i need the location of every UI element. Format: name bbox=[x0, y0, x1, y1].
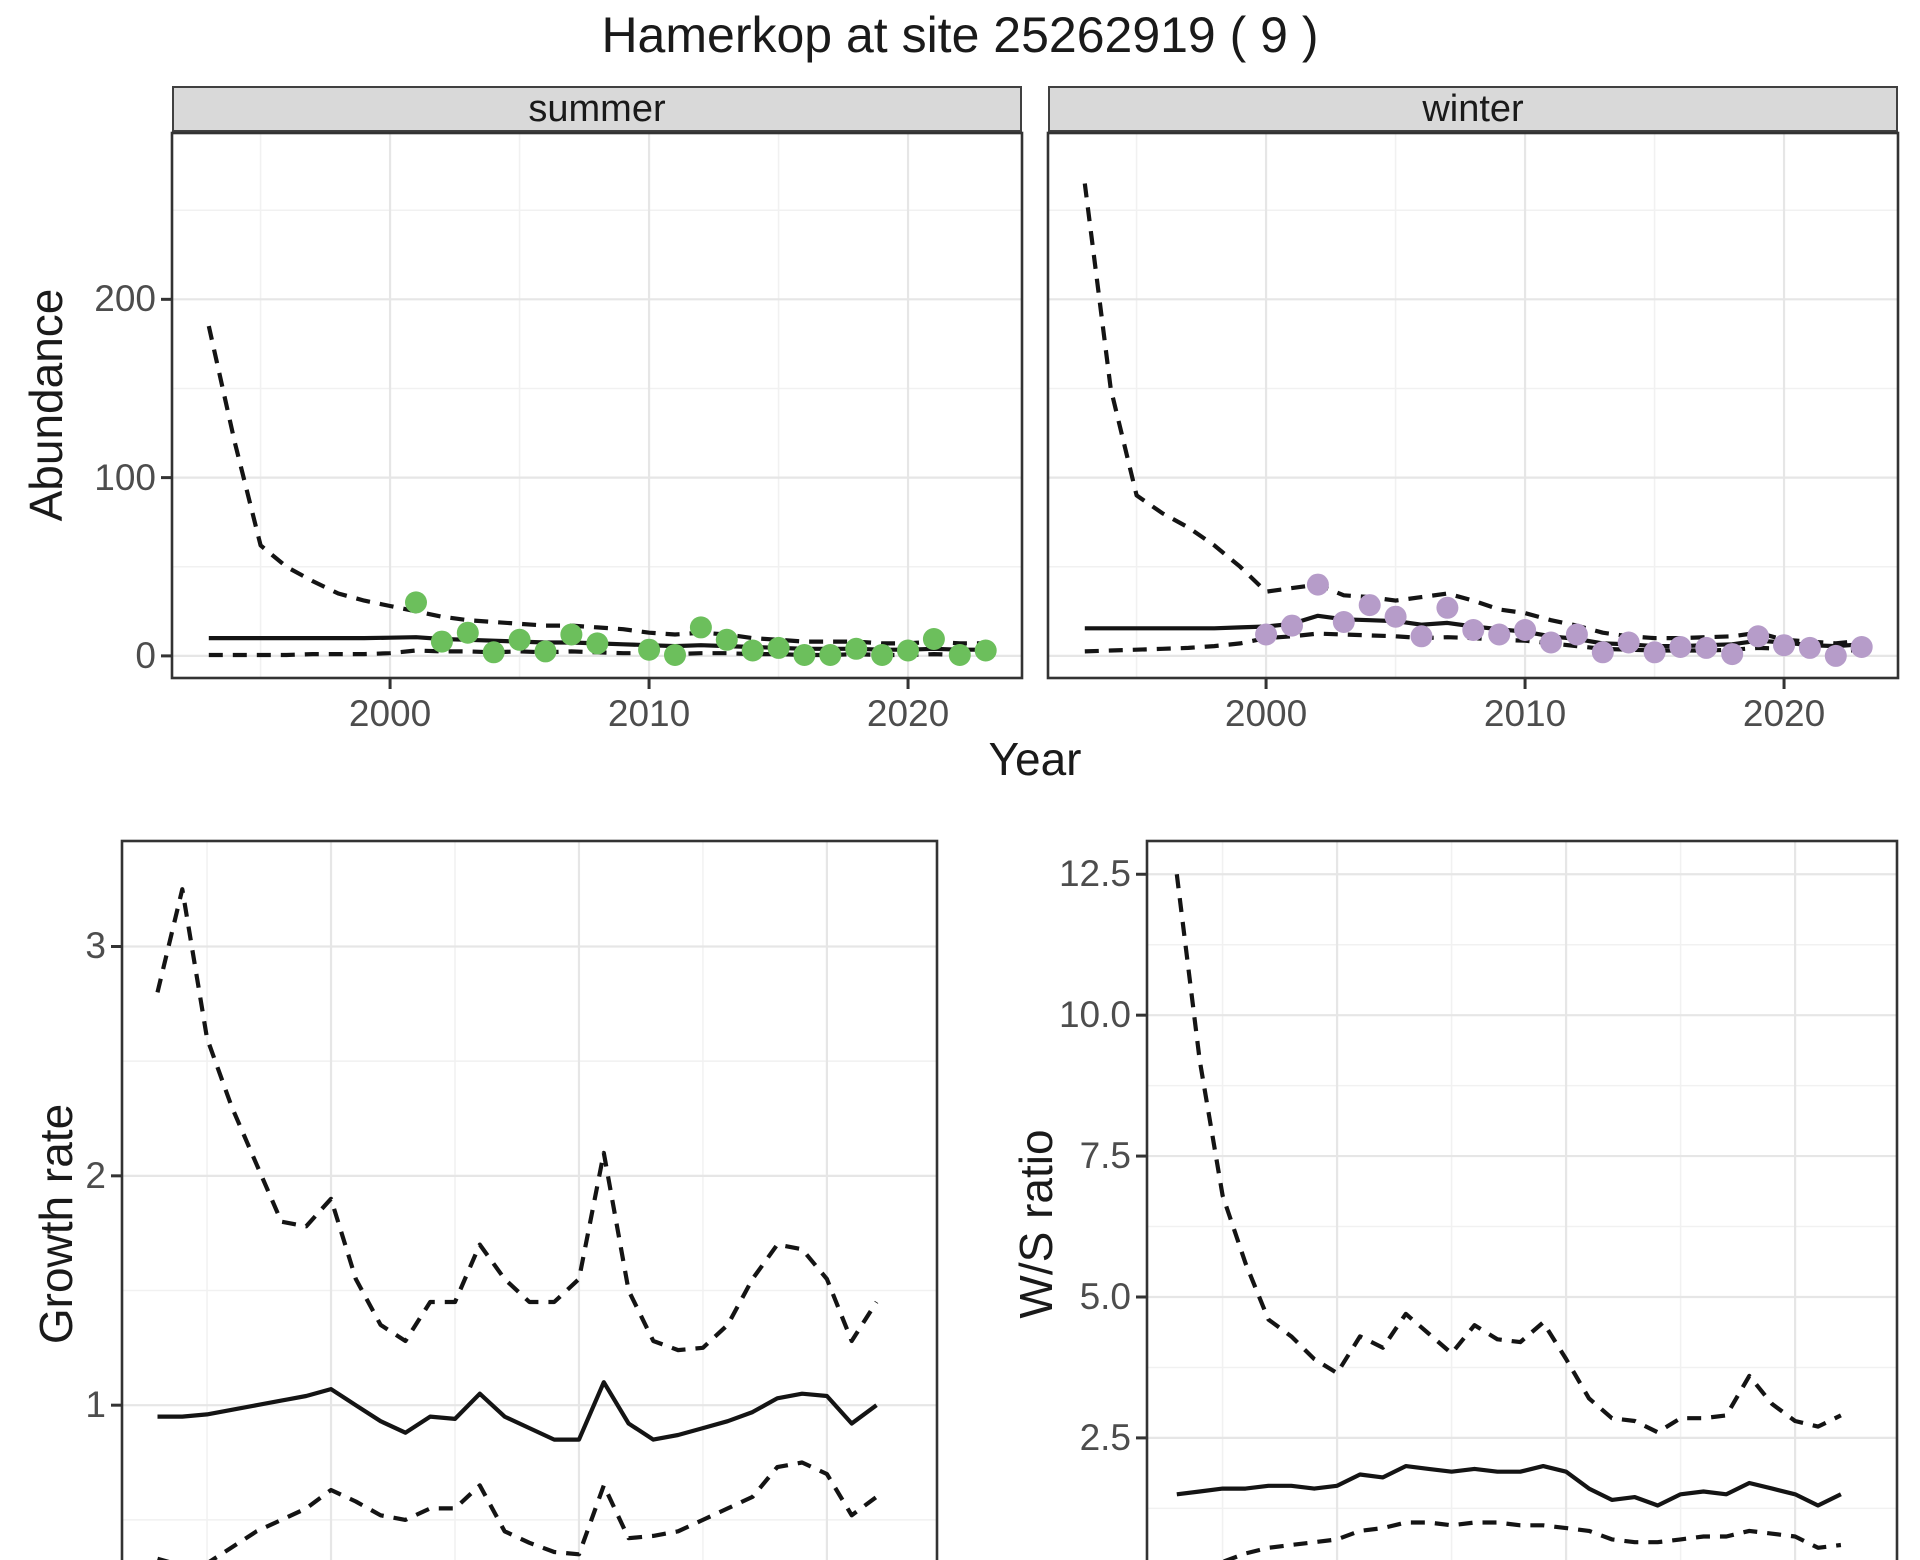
x-tick-label: 2010 bbox=[607, 693, 691, 734]
abundance_winter-observation-point bbox=[1255, 623, 1278, 646]
abundance_summer-observation-point bbox=[586, 632, 609, 655]
y-tick-label: 100 bbox=[94, 456, 156, 498]
abundance_summer-observation-point bbox=[689, 616, 712, 639]
facet-strip-winter-label: winter bbox=[1422, 87, 1524, 130]
growth_rate-lower_ci-line bbox=[157, 1460, 878, 1560]
y-axis-label-ws-ratio: W/S ratio bbox=[1010, 1129, 1062, 1319]
y-tick-label: 5.0 bbox=[1079, 1275, 1131, 1317]
y-tick-label: 2 bbox=[85, 1154, 106, 1196]
x-tick-label: 2000 bbox=[1224, 693, 1308, 734]
abundance_summer-observation-point bbox=[922, 628, 945, 650]
x-tick-label: 2010 bbox=[1483, 693, 1567, 734]
abundance_summer-upper_ci-line bbox=[206, 325, 986, 646]
ws_ratio-lower_ci-line bbox=[1220, 1520, 1842, 1560]
x-axis-label-top-row: Year bbox=[988, 733, 1082, 785]
abundance_summer-observation-point bbox=[664, 644, 686, 666]
panel-border bbox=[120, 839, 939, 1560]
facet-strip-summer-label: summer bbox=[528, 87, 666, 130]
abundance_winter-observation-point bbox=[1669, 636, 1692, 658]
y-tick-label: 200 bbox=[94, 278, 156, 320]
abundance_summer-observation-point bbox=[948, 644, 971, 666]
ws_ratio-upper_ci-line bbox=[1174, 874, 1842, 1435]
abundance_summer-observation-point bbox=[767, 636, 790, 659]
abundance_summer-observation-point bbox=[405, 591, 427, 614]
abundance_winter-observation-point bbox=[1824, 644, 1847, 667]
ws_ratio-median-line bbox=[1176, 1463, 1842, 1508]
abundance_winter-observation-point bbox=[1410, 625, 1433, 648]
abundance_winter-observation-point bbox=[1540, 631, 1562, 654]
abundance_summer-observation-point bbox=[793, 644, 816, 666]
facet-strip-winter: winter bbox=[1048, 86, 1898, 132]
abundance_summer-observation-point bbox=[534, 640, 557, 663]
y-tick-label: 7.5 bbox=[1079, 1135, 1131, 1177]
abundance_winter-observation-point bbox=[1747, 625, 1770, 648]
growth_rate-median-line bbox=[157, 1380, 878, 1442]
abundance_winter-observation-point bbox=[1591, 641, 1614, 664]
abundance_winter-observation-point bbox=[1462, 619, 1485, 641]
abundance_winter-observation-point bbox=[1695, 636, 1718, 659]
abundance_winter-observation-point bbox=[1514, 619, 1537, 641]
abundance_winter-observation-point bbox=[1850, 636, 1873, 658]
abundance_winter-observation-point bbox=[1798, 636, 1821, 659]
abundance_summer-observation-point bbox=[741, 639, 764, 662]
panel-border bbox=[170, 131, 1024, 680]
growth_rate-upper_ci-line bbox=[155, 887, 879, 1353]
abundance_winter-observation-point bbox=[1306, 573, 1329, 596]
abundance_summer-observation-point bbox=[456, 621, 479, 644]
abundance_winter-observation-point bbox=[1358, 594, 1381, 617]
abundance_winter-observation-point bbox=[1384, 605, 1407, 628]
abundance_winter-observation-point bbox=[1565, 623, 1588, 646]
abundance_winter-observation-point bbox=[1436, 596, 1459, 619]
y-tick-label: 1 bbox=[85, 1384, 106, 1426]
y-axis-label-abundance: Abundance bbox=[20, 288, 72, 522]
panel-background bbox=[1048, 133, 1898, 678]
y-tick-label: 3 bbox=[85, 925, 106, 967]
facet-strip-summer: summer bbox=[172, 86, 1022, 132]
abundance_summer-observation-point bbox=[974, 639, 997, 662]
y-tick-label: 0.0 bbox=[981, 1558, 1131, 1560]
chart-title: Hamerkop at site 25262919 ( 9 ) bbox=[601, 7, 1319, 63]
panel-border bbox=[1046, 131, 1900, 680]
abundance_summer-observation-point bbox=[560, 623, 583, 646]
y-axis-label-growth-rate: Growth rate bbox=[30, 1103, 82, 1345]
abundance_summer-observation-point bbox=[715, 628, 738, 651]
abundance_winter-observation-point bbox=[1617, 631, 1640, 654]
y-tick-label: 2.5 bbox=[1079, 1416, 1131, 1458]
abundance_winter-observation-point bbox=[1721, 643, 1744, 666]
panel-background bbox=[1147, 841, 1897, 1560]
panel-background bbox=[172, 133, 1022, 678]
y-tick-label: 0 bbox=[135, 634, 156, 676]
abundance_summer-observation-point bbox=[819, 644, 842, 666]
abundance_summer-observation-point bbox=[508, 628, 531, 651]
abundance_summer-observation-point bbox=[638, 638, 661, 661]
abundance_winter-upper_ci-line bbox=[1082, 183, 1862, 646]
abundance_winter-observation-point bbox=[1332, 611, 1355, 633]
abundance_winter-observation-point bbox=[1643, 641, 1666, 664]
y-tick-label: 10.0 bbox=[1058, 994, 1131, 1036]
abundance_summer-observation-point bbox=[871, 644, 894, 666]
y-tick-label: 12.5 bbox=[1058, 853, 1131, 895]
panel-border bbox=[1145, 839, 1899, 1560]
abundance_winter-observation-point bbox=[1488, 623, 1511, 646]
abundance_winter-observation-point bbox=[1281, 614, 1303, 637]
abundance_summer-observation-point bbox=[430, 630, 453, 653]
panel-background bbox=[122, 841, 937, 1560]
abundance_winter-observation-point bbox=[1773, 634, 1795, 657]
abundance_summer-observation-point bbox=[845, 637, 868, 660]
abundance_summer-observation-point bbox=[482, 641, 505, 664]
x-tick-label: 2000 bbox=[348, 693, 432, 734]
x-tick-label: 2020 bbox=[866, 693, 950, 734]
abundance_summer-observation-point bbox=[897, 639, 919, 662]
x-tick-label: 2020 bbox=[1742, 693, 1826, 734]
